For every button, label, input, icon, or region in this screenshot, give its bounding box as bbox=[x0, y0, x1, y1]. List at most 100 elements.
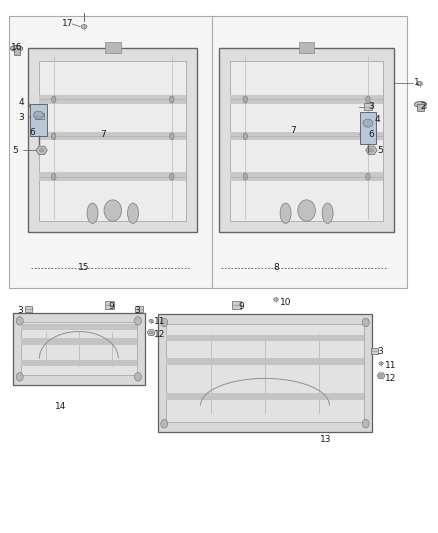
Ellipse shape bbox=[161, 419, 168, 428]
Polygon shape bbox=[147, 330, 155, 335]
Text: 12: 12 bbox=[154, 330, 166, 338]
Text: 8: 8 bbox=[273, 263, 279, 272]
Ellipse shape bbox=[417, 82, 423, 86]
Ellipse shape bbox=[134, 373, 141, 381]
Ellipse shape bbox=[243, 96, 247, 103]
Ellipse shape bbox=[243, 133, 247, 140]
Bar bbox=[39, 95, 186, 104]
Text: 7: 7 bbox=[290, 126, 297, 135]
Bar bbox=[25, 306, 32, 312]
Ellipse shape bbox=[87, 203, 98, 223]
Ellipse shape bbox=[366, 96, 370, 103]
Bar bbox=[364, 103, 372, 110]
Bar bbox=[35, 113, 44, 119]
Bar bbox=[28, 48, 197, 232]
Bar bbox=[39, 61, 186, 221]
Bar bbox=[166, 324, 364, 422]
Text: 9: 9 bbox=[109, 302, 115, 311]
Text: 9: 9 bbox=[238, 302, 244, 311]
Bar bbox=[219, 48, 394, 232]
Ellipse shape bbox=[16, 373, 23, 381]
Bar bbox=[166, 358, 364, 365]
Bar bbox=[371, 348, 378, 354]
Ellipse shape bbox=[379, 375, 383, 377]
Ellipse shape bbox=[366, 133, 370, 140]
Bar bbox=[14, 49, 20, 55]
Text: 16: 16 bbox=[11, 44, 22, 52]
Ellipse shape bbox=[11, 45, 23, 51]
Bar bbox=[166, 335, 364, 341]
Polygon shape bbox=[377, 373, 385, 378]
Ellipse shape bbox=[149, 319, 153, 322]
Text: 3: 3 bbox=[17, 306, 23, 314]
Ellipse shape bbox=[52, 96, 56, 103]
Text: 5: 5 bbox=[13, 146, 18, 155]
Ellipse shape bbox=[52, 173, 56, 180]
Bar bbox=[39, 132, 186, 141]
Text: 6: 6 bbox=[368, 130, 374, 139]
Bar bbox=[158, 314, 372, 432]
Bar bbox=[230, 132, 383, 141]
Text: 11: 11 bbox=[154, 318, 166, 326]
Ellipse shape bbox=[369, 149, 374, 152]
Ellipse shape bbox=[322, 203, 333, 223]
Bar bbox=[230, 173, 383, 181]
Polygon shape bbox=[36, 146, 47, 155]
Text: 17: 17 bbox=[62, 20, 74, 28]
Ellipse shape bbox=[161, 318, 168, 327]
Bar bbox=[21, 338, 137, 345]
Ellipse shape bbox=[243, 173, 247, 180]
Text: 2: 2 bbox=[420, 102, 426, 111]
Ellipse shape bbox=[298, 200, 315, 221]
Text: 5: 5 bbox=[378, 146, 383, 155]
Bar bbox=[417, 104, 424, 111]
Ellipse shape bbox=[39, 149, 44, 152]
Bar bbox=[21, 360, 137, 367]
Ellipse shape bbox=[379, 362, 383, 365]
Text: 10: 10 bbox=[280, 298, 292, 307]
Bar bbox=[166, 393, 364, 400]
Text: 11: 11 bbox=[385, 361, 396, 369]
Bar bbox=[105, 301, 114, 309]
Ellipse shape bbox=[362, 318, 369, 327]
Text: 13: 13 bbox=[320, 435, 331, 444]
Bar bbox=[105, 42, 121, 53]
Ellipse shape bbox=[170, 173, 174, 180]
Text: 1: 1 bbox=[414, 78, 420, 87]
Text: 3: 3 bbox=[368, 102, 374, 111]
Ellipse shape bbox=[366, 173, 370, 180]
Bar bbox=[21, 324, 137, 330]
Bar bbox=[299, 42, 314, 53]
Ellipse shape bbox=[362, 419, 369, 428]
Text: 3: 3 bbox=[134, 306, 140, 314]
Ellipse shape bbox=[134, 317, 141, 325]
Bar bbox=[30, 104, 47, 136]
Ellipse shape bbox=[280, 203, 291, 223]
Text: 3: 3 bbox=[18, 113, 24, 122]
Ellipse shape bbox=[127, 203, 138, 223]
Ellipse shape bbox=[170, 133, 174, 140]
Bar bbox=[9, 16, 407, 288]
Ellipse shape bbox=[16, 317, 23, 325]
Text: 14: 14 bbox=[55, 402, 66, 410]
Bar bbox=[135, 306, 143, 312]
Ellipse shape bbox=[149, 332, 153, 334]
Text: 15: 15 bbox=[78, 263, 89, 272]
Text: 7: 7 bbox=[100, 130, 106, 139]
Bar bbox=[39, 173, 186, 181]
Ellipse shape bbox=[363, 119, 373, 127]
Text: 4: 4 bbox=[374, 116, 380, 124]
Bar bbox=[230, 95, 383, 104]
Ellipse shape bbox=[34, 111, 43, 119]
Polygon shape bbox=[366, 146, 377, 155]
Text: 4: 4 bbox=[18, 98, 24, 107]
Bar bbox=[232, 301, 241, 309]
Ellipse shape bbox=[170, 96, 174, 103]
Bar bbox=[21, 322, 137, 375]
Text: 3: 3 bbox=[378, 348, 383, 356]
Ellipse shape bbox=[414, 101, 427, 107]
Ellipse shape bbox=[52, 133, 56, 140]
Text: 6: 6 bbox=[29, 128, 35, 136]
Ellipse shape bbox=[274, 298, 278, 301]
Bar bbox=[360, 112, 376, 144]
